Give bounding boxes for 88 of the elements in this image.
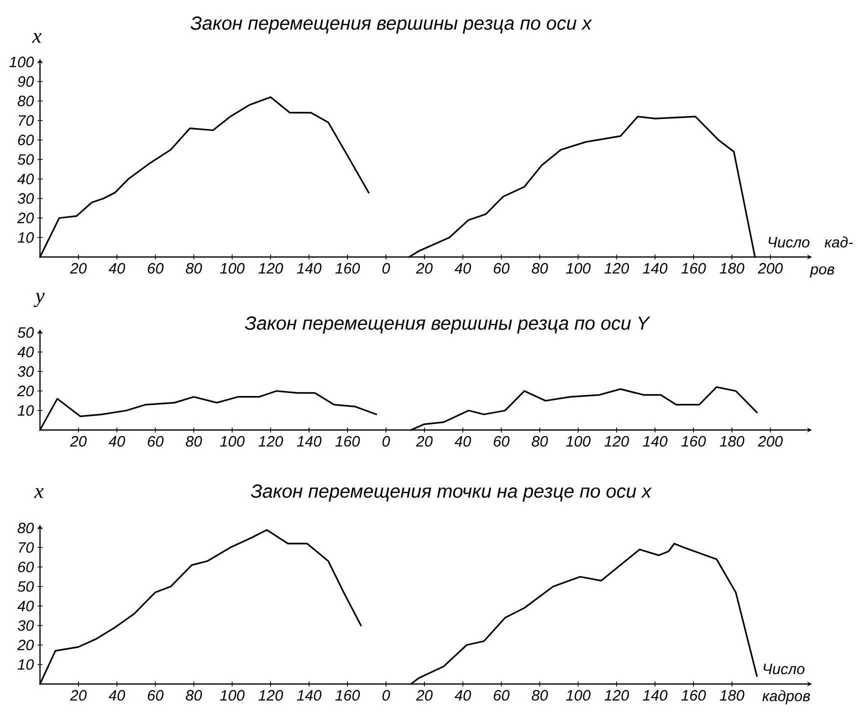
y-tick-label: 80 [18, 522, 34, 534]
y-tick-label: 100 [9, 56, 34, 68]
y-tick-label: 10 [18, 659, 34, 670]
x-tick-label: 20 [416, 436, 433, 447]
x-tick-label: 120 [604, 690, 629, 701]
y-tick-label: 20 [17, 640, 34, 650]
y-tick-label: 50 [18, 581, 34, 592]
y-tick-label: 30 [18, 193, 34, 204]
y-tick-label: 90 [18, 76, 34, 87]
x-tick-label: 60 [148, 263, 164, 274]
x-tick-label: 120 [604, 263, 629, 274]
x-tick-label: 180 [720, 690, 744, 701]
x-tick-label: 80 [532, 263, 548, 274]
x-tick-label: 160 [681, 690, 706, 701]
x-tick-label: 140 [296, 690, 322, 701]
x-tick-label: 0 [382, 690, 390, 701]
text: Закон перемещения вершины резца по оси Y [244, 316, 650, 334]
x-tick-label: 60 [148, 690, 164, 701]
x-tick-label: 60 [148, 436, 164, 447]
x-tick-label: 20 [70, 690, 87, 701]
x-tick-label: 120 [604, 436, 629, 447]
y-tick-label: 10 [18, 405, 34, 416]
x-tick-label: 140 [296, 436, 322, 447]
x-tick-label: 120 [258, 690, 284, 701]
x-tick-label: 20 [70, 263, 87, 274]
y-axis-title: y [34, 292, 45, 308]
x-tick-label: 40 [108, 690, 126, 701]
x-tick-label: 100 [220, 263, 245, 274]
x-axis-title: Число кадров [762, 664, 810, 704]
x-tick-label: 60 [494, 263, 510, 274]
x-tick-label: 140 [642, 690, 668, 701]
y-tick-label: 30 [18, 366, 34, 377]
x-tick-label: 140 [642, 263, 668, 274]
x-tick-label: 160 [335, 436, 360, 447]
x-tick-label: 200 [758, 263, 783, 274]
x-tick-label: 140 [296, 263, 322, 274]
x-tick-label: 100 [220, 690, 245, 701]
x-tick-label: 80 [532, 690, 548, 701]
x-tick-label: 180 [720, 263, 744, 274]
x-tick-label: 40 [454, 263, 472, 274]
x-tick-label: 100 [566, 436, 591, 447]
x-tick-label: 160 [681, 436, 706, 447]
x-tick-label: 80 [186, 263, 202, 274]
y-tick-label: 20 [17, 212, 34, 224]
x-tick-label: 120 [258, 263, 284, 274]
x-tick-label: 160 [335, 263, 360, 274]
y-tick-label: 70 [18, 542, 34, 553]
x-tick-label: 0 [382, 263, 390, 274]
x-tick-label: 80 [186, 690, 202, 701]
y-tick-label: 40 [17, 174, 34, 184]
text: ров [810, 266, 834, 278]
x-tick-label: 100 [220, 436, 245, 447]
x-tick-label: 200 [758, 436, 783, 447]
x-tick-label: 160 [681, 263, 706, 274]
y-tick-label: 60 [18, 134, 34, 146]
x-tick-label: 100 [566, 690, 591, 701]
y-tick-label: 70 [18, 115, 34, 126]
x-tick-label: 0 [382, 436, 390, 447]
x-tick-label: 40 [454, 690, 472, 701]
x-tick-label: 120 [258, 436, 284, 447]
y-axis-title: x [34, 488, 44, 498]
chart-title: Закон перемещения вершины резца по оси x [190, 16, 592, 34]
x-tick-label: 20 [70, 436, 87, 447]
x-tick-label: 40 [108, 263, 126, 274]
text: Число кад- [768, 236, 853, 248]
x-tick-label: 60 [494, 436, 510, 447]
x-tick-label: 40 [454, 436, 472, 447]
y-tick-label: 60 [18, 562, 34, 572]
x-tick-label: 60 [494, 690, 510, 701]
y-tick-label: 20 [17, 386, 34, 396]
y-tick-label: 40 [17, 600, 34, 612]
x-tick-label: 100 [566, 263, 591, 274]
x-tick-label: 40 [108, 436, 126, 447]
x-tick-label: 160 [335, 690, 360, 701]
y-axis-title: x [32, 33, 42, 43]
x-tick-label: 20 [416, 263, 433, 274]
y-tick-label: 10 [18, 232, 34, 243]
y-tick-label: 40 [17, 346, 34, 358]
x-tick-label: 80 [186, 436, 202, 447]
y-tick-label: 50 [18, 154, 34, 165]
y-tick-label: 80 [18, 96, 34, 106]
x-tick-label: 20 [416, 690, 433, 701]
x-tick-label: 80 [532, 436, 548, 447]
y-tick-label: 30 [18, 620, 34, 631]
y-tick-label: 50 [18, 327, 34, 338]
x-tick-label: 140 [642, 436, 668, 447]
text: Закон перемещения точки на резце по оси x [250, 484, 652, 502]
x-tick-label: 180 [720, 436, 744, 447]
